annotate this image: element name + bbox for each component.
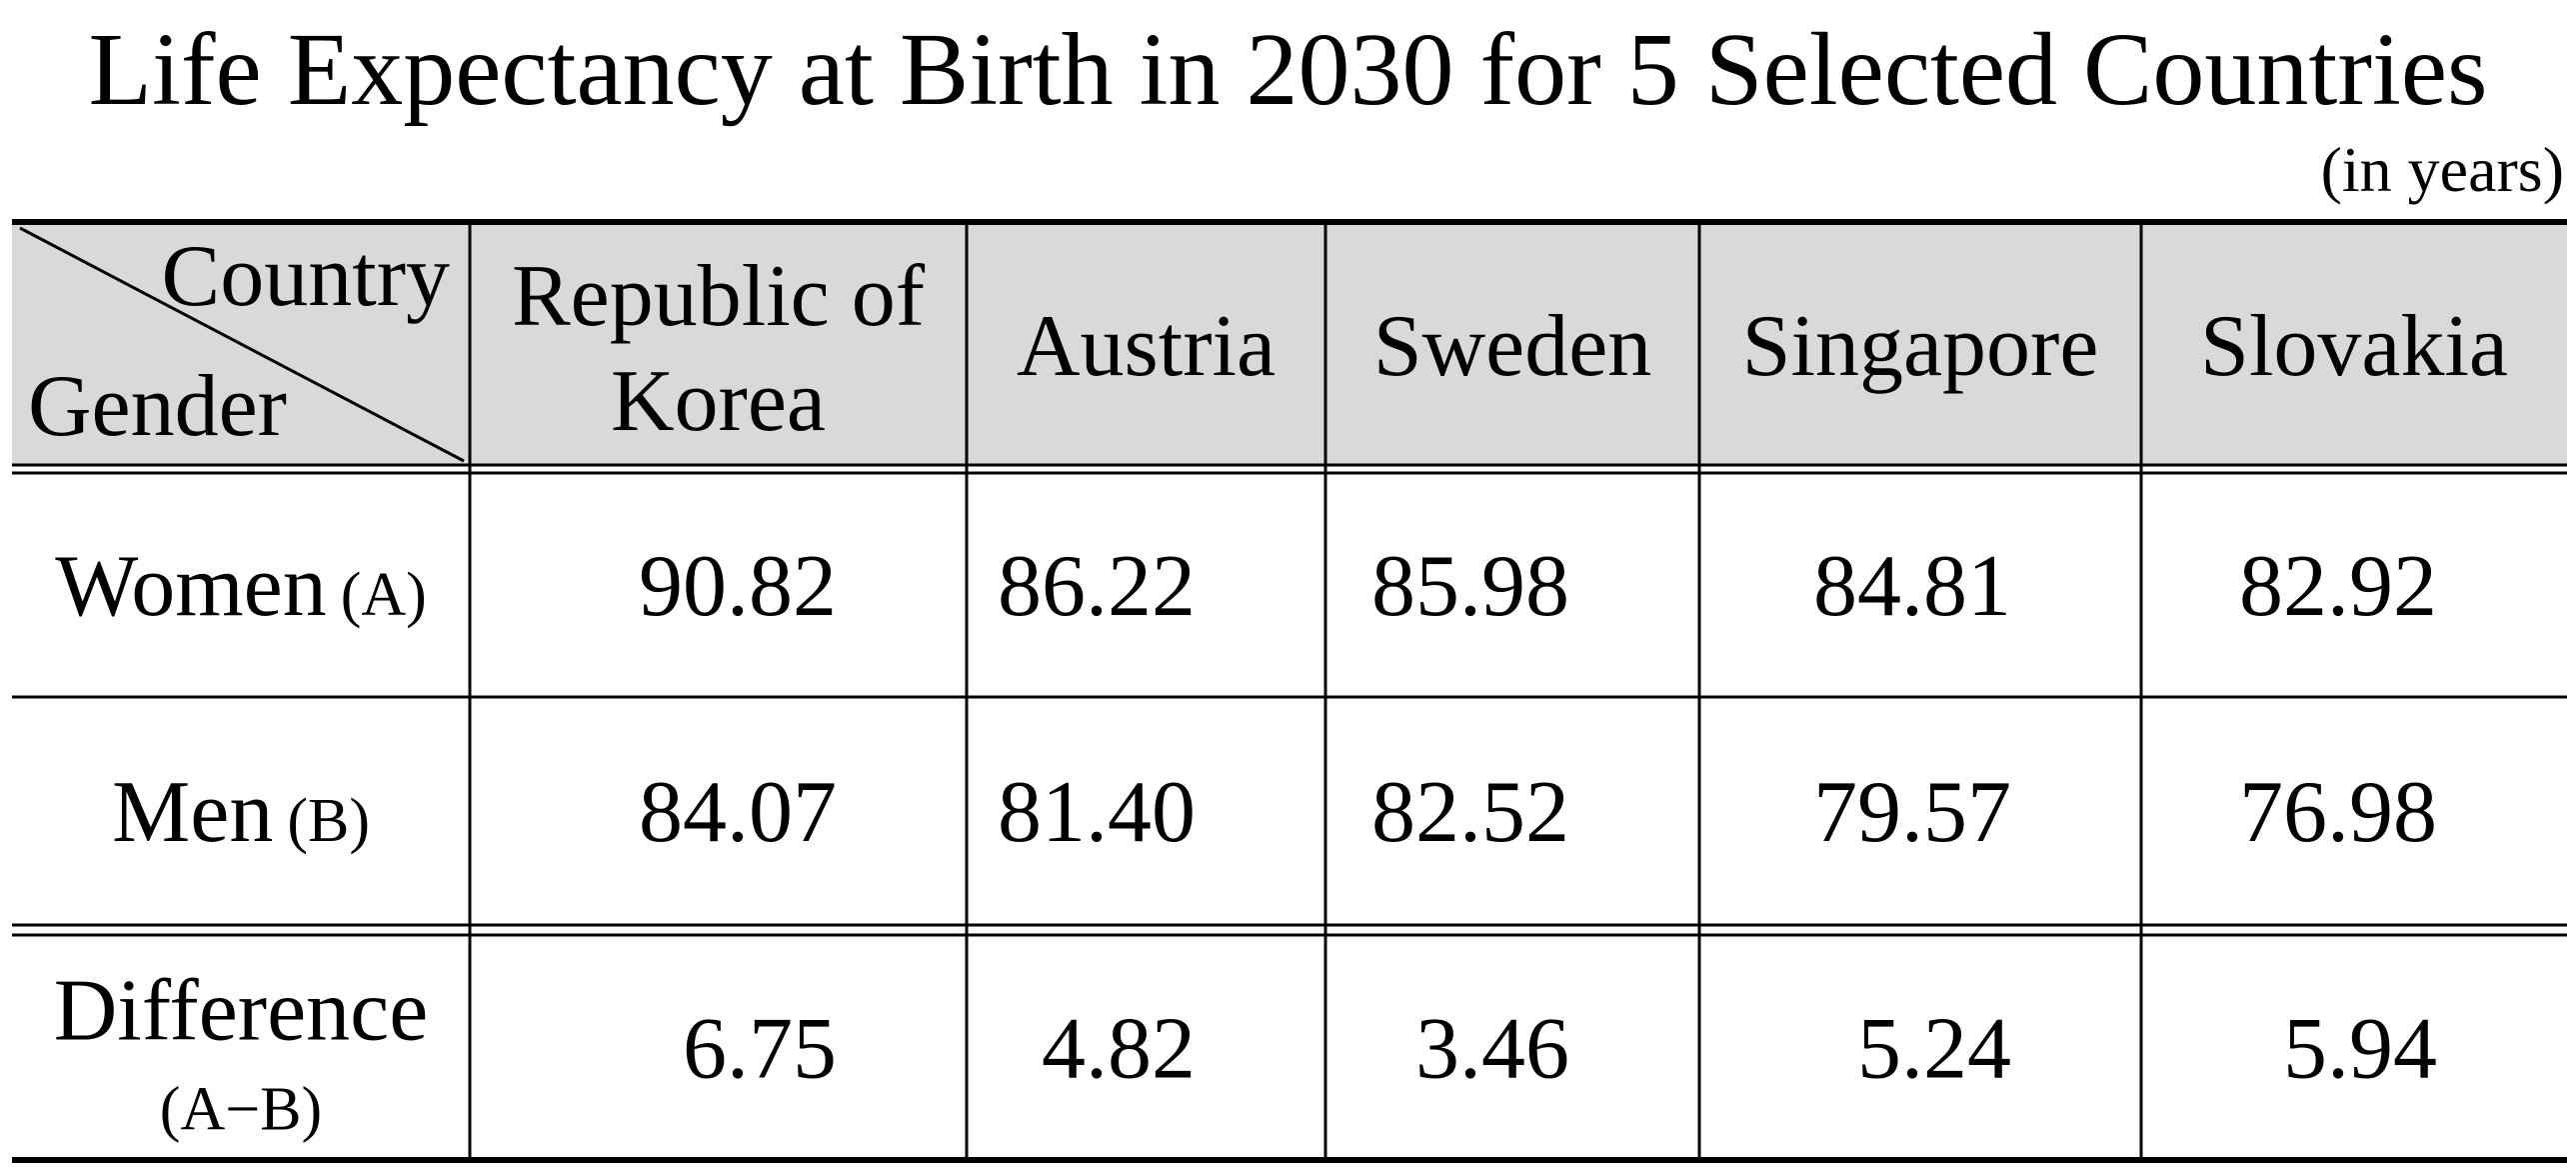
table-cell-r0-c4: 82.92: [2239, 538, 2437, 635]
table-cell-r1-c0: 84.07: [639, 764, 837, 861]
corner-label-country: Country: [162, 228, 450, 325]
column-header-3: Singapore: [1742, 298, 2099, 395]
table-cell-r2-c0: 6.75: [683, 1001, 837, 1098]
table-cell-r0-c3: 84.81: [1813, 538, 2011, 635]
column-header-2: Sweden: [1373, 298, 1652, 395]
row-label-2: Difference: [54, 963, 429, 1060]
column-header-0-line1: Republic of: [512, 248, 926, 345]
table-cell-r2-c2: 3.46: [1415, 1001, 1569, 1098]
column-header-4: Slovakia: [2200, 298, 2508, 395]
table-cell-r1-c2: 82.52: [1371, 764, 1569, 861]
table-cell-r0-c0: 90.82: [639, 538, 837, 635]
table-cell-r2-c3: 5.24: [1857, 1001, 2011, 1098]
corner-diagonal: [19, 226, 465, 463]
table-cell-r1-c3: 79.57: [1813, 764, 2011, 861]
table-cell-r0-c1: 86.22: [998, 538, 1196, 635]
row-label-0: Women (A): [55, 538, 427, 635]
table-cell-r2-c4: 5.94: [2283, 1001, 2437, 1098]
corner-label-gender: Gender: [28, 358, 287, 455]
column-header-0-line2: Korea: [611, 353, 826, 450]
row-label-1: Men (B): [112, 764, 370, 861]
unit-label: (in years): [2320, 134, 2564, 205]
chart-title: Life Expectancy at Birth in 2030 for 5 S…: [88, 12, 2488, 127]
row-sublabel-2: (A−B): [160, 1076, 322, 1144]
table-cell-r1-c1: 81.40: [998, 764, 1196, 861]
table-cell-r1-c4: 76.98: [2239, 764, 2437, 861]
column-header-1: Austria: [1017, 298, 1276, 395]
table-cell-r2-c1: 4.82: [1042, 1001, 1196, 1098]
table-cell-r0-c2: 85.98: [1371, 538, 1569, 635]
